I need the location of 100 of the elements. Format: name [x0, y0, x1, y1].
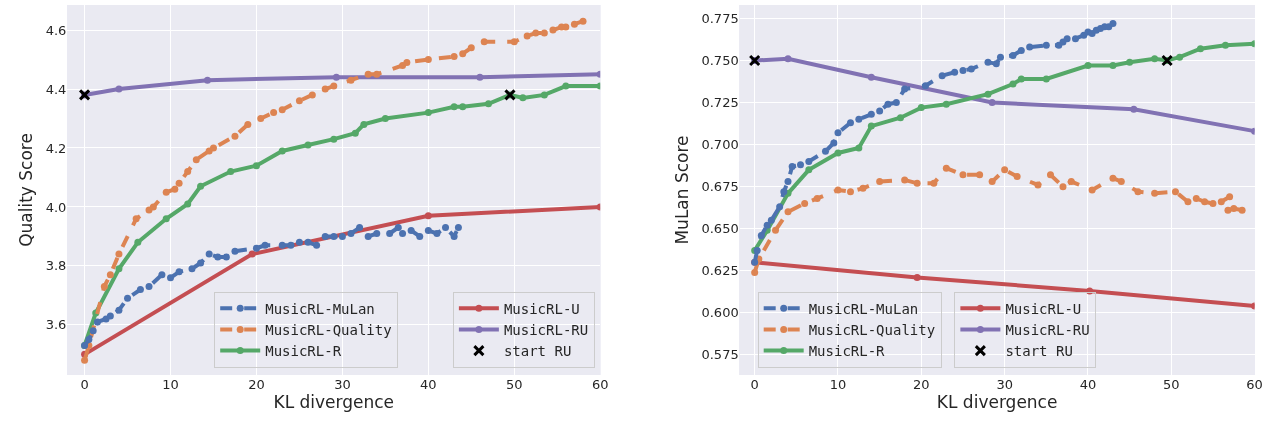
x-tick-label: 20 [913, 377, 930, 392]
point [859, 184, 867, 192]
point [1046, 171, 1054, 179]
y-tick-label: 4.2 [45, 140, 67, 156]
point [338, 232, 346, 240]
point [1042, 41, 1050, 49]
point [540, 91, 548, 99]
point [1013, 173, 1021, 181]
y-tick-label: 0.625 [701, 263, 739, 279]
point [1201, 198, 1209, 206]
point [967, 65, 975, 73]
point [867, 110, 875, 118]
point [847, 188, 854, 196]
legend-label: start RU [503, 343, 572, 360]
point [278, 147, 286, 155]
point [214, 253, 222, 261]
point [416, 232, 424, 240]
legend-label: MusicRL-Quality [808, 321, 936, 338]
point [805, 166, 813, 174]
x-tick-label: 50 [505, 377, 523, 392]
y-tick-label: 0.575 [701, 347, 739, 363]
point [175, 179, 183, 187]
point [373, 70, 381, 78]
point [321, 85, 329, 93]
point [996, 53, 1004, 61]
point [270, 109, 278, 117]
y-tick-label: 0.600 [701, 305, 739, 321]
point [1171, 188, 1179, 196]
y-tick-label: 0.650 [701, 221, 739, 237]
point [162, 215, 170, 223]
point [570, 20, 578, 28]
point [171, 185, 179, 193]
point [304, 238, 312, 246]
point [145, 283, 153, 291]
point [942, 100, 950, 108]
point [901, 85, 909, 93]
point [149, 203, 157, 211]
point [231, 132, 239, 140]
point [1176, 53, 1184, 61]
point [834, 129, 842, 137]
y-tick-label: 0.675 [701, 179, 739, 195]
x-tick-label: 0 [80, 377, 89, 392]
point [938, 72, 946, 80]
legend-label: start RU [1005, 343, 1073, 360]
x-tick-label: 0 [750, 377, 759, 392]
x-tick-label: 30 [334, 377, 351, 392]
point [1238, 206, 1246, 214]
point [1009, 80, 1017, 88]
y-tick-label: 4.6 [45, 22, 67, 38]
point [394, 224, 402, 232]
point [959, 171, 967, 179]
point [579, 17, 587, 25]
point [321, 232, 329, 240]
point [763, 221, 771, 229]
point [454, 224, 462, 232]
point [776, 203, 784, 211]
point [1151, 55, 1159, 63]
point [424, 109, 432, 117]
point [913, 179, 921, 187]
point [772, 226, 779, 234]
point [450, 103, 458, 111]
point [364, 70, 372, 78]
point [913, 273, 921, 281]
point [261, 241, 269, 249]
x-tick-label: 40 [1079, 377, 1097, 392]
point [386, 229, 394, 237]
point [942, 164, 950, 172]
point [134, 238, 142, 246]
y-axis-title: Quality Score [16, 133, 37, 247]
point [1067, 178, 1075, 186]
point [381, 115, 389, 123]
point [1196, 45, 1204, 53]
point [1192, 194, 1200, 202]
point [356, 224, 364, 232]
point [805, 157, 813, 165]
point [757, 231, 765, 239]
x-axis-title: KL divergence [273, 392, 395, 412]
point [784, 178, 792, 186]
point [450, 53, 458, 61]
point [951, 68, 959, 76]
point [162, 188, 170, 196]
point [822, 147, 829, 155]
point [930, 179, 938, 187]
point [532, 29, 540, 37]
y-tick-label: 0.725 [701, 95, 739, 111]
x-tick-label: 10 [829, 377, 847, 392]
point [403, 58, 411, 66]
legend-label: MusicRL-U [503, 300, 580, 317]
point [167, 274, 175, 282]
point [884, 100, 892, 108]
point [1063, 35, 1071, 43]
point [106, 312, 114, 320]
point [813, 194, 821, 202]
point [1117, 178, 1125, 186]
point [519, 94, 527, 102]
point [115, 265, 123, 273]
point [988, 178, 996, 186]
point [476, 73, 484, 81]
point [1109, 62, 1117, 70]
x-tick-label: 30 [996, 377, 1013, 392]
